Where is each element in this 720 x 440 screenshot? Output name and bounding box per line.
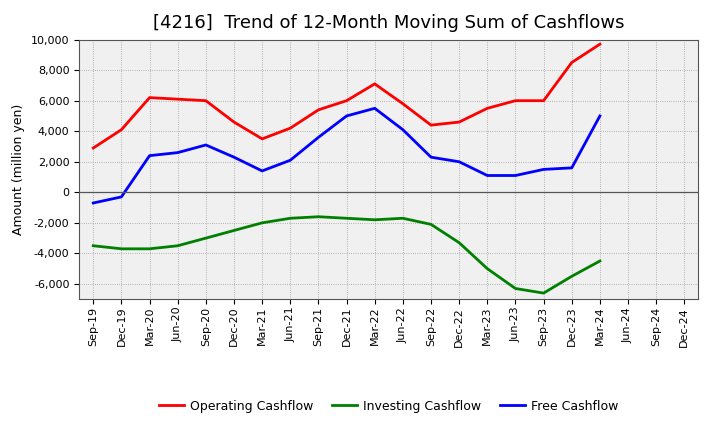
Investing Cashflow — [539, 290, 548, 296]
Free Cashflow — [117, 194, 126, 199]
Free Cashflow — [342, 114, 351, 119]
Operating Cashflow — [539, 98, 548, 103]
Free Cashflow — [286, 158, 294, 163]
Investing Cashflow — [427, 222, 436, 227]
Operating Cashflow — [258, 136, 266, 142]
Operating Cashflow — [567, 60, 576, 65]
Investing Cashflow — [174, 243, 182, 249]
Investing Cashflow — [314, 214, 323, 220]
Free Cashflow — [567, 165, 576, 171]
Operating Cashflow — [399, 101, 408, 106]
Operating Cashflow — [314, 107, 323, 113]
Free Cashflow — [202, 142, 210, 147]
Investing Cashflow — [230, 228, 238, 233]
Line: Free Cashflow: Free Cashflow — [94, 108, 600, 203]
Investing Cashflow — [399, 216, 408, 221]
Free Cashflow — [399, 127, 408, 132]
Investing Cashflow — [455, 240, 464, 246]
Operating Cashflow — [595, 41, 604, 47]
Operating Cashflow — [145, 95, 154, 100]
Free Cashflow — [314, 135, 323, 140]
Investing Cashflow — [202, 235, 210, 241]
Operating Cashflow — [174, 96, 182, 102]
Free Cashflow — [174, 150, 182, 155]
Investing Cashflow — [258, 220, 266, 225]
Free Cashflow — [455, 159, 464, 165]
Investing Cashflow — [286, 216, 294, 221]
Operating Cashflow — [483, 106, 492, 111]
Investing Cashflow — [483, 266, 492, 271]
Free Cashflow — [595, 114, 604, 119]
Free Cashflow — [511, 173, 520, 178]
Y-axis label: Amount (million yen): Amount (million yen) — [12, 104, 25, 235]
Operating Cashflow — [230, 119, 238, 125]
Investing Cashflow — [145, 246, 154, 251]
Operating Cashflow — [117, 127, 126, 132]
Line: Operating Cashflow: Operating Cashflow — [94, 44, 600, 148]
Investing Cashflow — [511, 286, 520, 291]
Free Cashflow — [539, 167, 548, 172]
Investing Cashflow — [89, 243, 98, 249]
Operating Cashflow — [511, 98, 520, 103]
Free Cashflow — [370, 106, 379, 111]
Free Cashflow — [483, 173, 492, 178]
Operating Cashflow — [202, 98, 210, 103]
Legend: Operating Cashflow, Investing Cashflow, Free Cashflow: Operating Cashflow, Investing Cashflow, … — [154, 395, 624, 418]
Operating Cashflow — [342, 98, 351, 103]
Operating Cashflow — [455, 119, 464, 125]
Operating Cashflow — [286, 125, 294, 131]
Free Cashflow — [258, 168, 266, 173]
Operating Cashflow — [370, 81, 379, 87]
Investing Cashflow — [117, 246, 126, 251]
Free Cashflow — [89, 200, 98, 205]
Line: Investing Cashflow: Investing Cashflow — [94, 217, 600, 293]
Free Cashflow — [230, 154, 238, 160]
Title: [4216]  Trend of 12-Month Moving Sum of Cashflows: [4216] Trend of 12-Month Moving Sum of C… — [153, 15, 624, 33]
Investing Cashflow — [595, 258, 604, 264]
Operating Cashflow — [427, 122, 436, 128]
Free Cashflow — [145, 153, 154, 158]
Investing Cashflow — [370, 217, 379, 223]
Operating Cashflow — [89, 145, 98, 150]
Investing Cashflow — [567, 274, 576, 279]
Investing Cashflow — [342, 216, 351, 221]
Free Cashflow — [427, 154, 436, 160]
